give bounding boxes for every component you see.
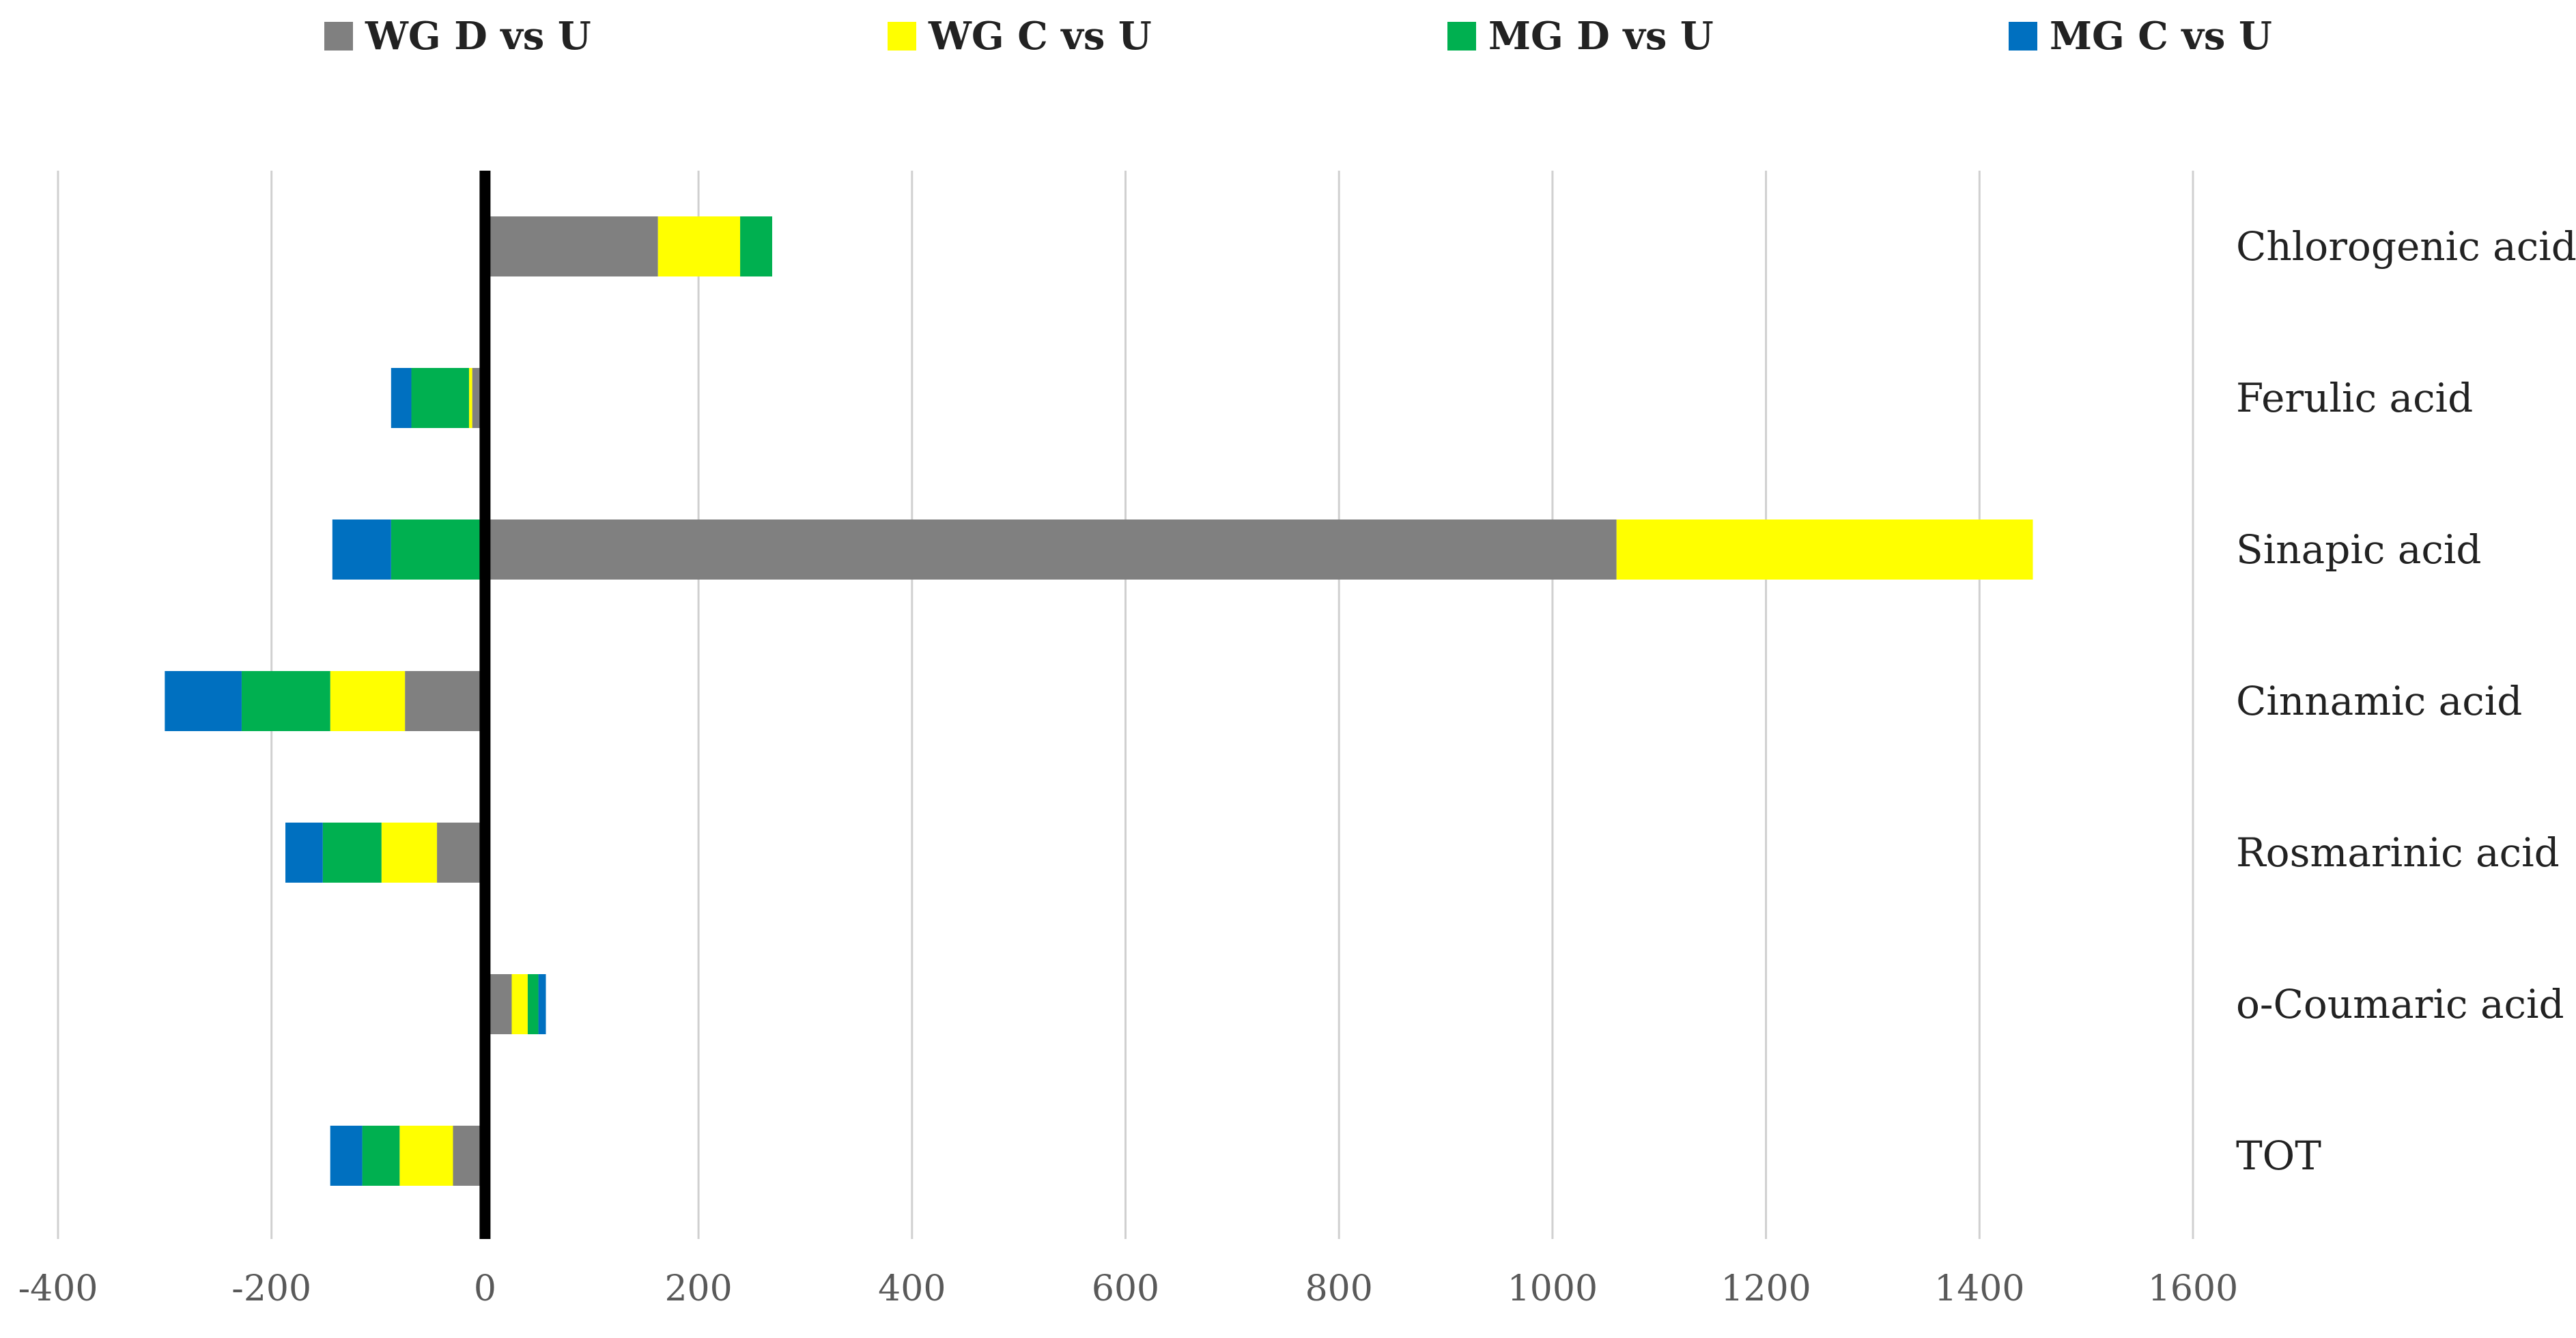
category-label-cinnamic-acid: Cinnamic acid (2236, 678, 2522, 724)
bar-sinapic-acid-mg-c-vs-u (332, 519, 391, 580)
bar-chlorogenic-acid-wg-c-vs-u (657, 216, 741, 276)
category-label-ferulic-acid: Ferulic acid (2236, 375, 2473, 421)
bar-cinnamic-acid-wg-d-vs-u (405, 671, 485, 731)
bar-sinapic-acid-wg-c-vs-u (1616, 519, 2033, 580)
bar-chlorogenic-acid-wg-d-vs-u (485, 216, 658, 276)
category-label-o-coumaric-acid: o-Coumaric acid (2236, 981, 2564, 1027)
bar-cinnamic-acid-wg-c-vs-u (330, 671, 406, 731)
bar-tot-mg-d-vs-u (362, 1126, 400, 1186)
bar-tot-wg-c-vs-u (399, 1126, 453, 1186)
x-tick-label-800: 800 (1305, 1268, 1373, 1309)
category-label-chlorogenic-acid: Chlorogenic acid (2236, 223, 2576, 270)
x-tick-label-200: 200 (664, 1268, 732, 1309)
legend-label-mg-c-vs-u: MG C vs U (2050, 14, 2272, 59)
legend-label-mg-d-vs-u: MG D vs U (1488, 14, 1714, 59)
x-tick-label-1400: 1400 (1934, 1268, 2024, 1309)
x-tick-label-600: 600 (1092, 1268, 1159, 1309)
x-tick-label-1200: 1200 (1721, 1268, 1811, 1309)
bar-sinapic-acid-mg-d-vs-u (391, 519, 485, 580)
bar-o-coumaric-acid-wg-c-vs-u (511, 974, 528, 1034)
legend-label-wg-c-vs-u: WG C vs U (928, 14, 1152, 59)
bar-rosmarinic-acid-wg-c-vs-u (381, 823, 438, 883)
legend: WG D vs U WG C vs U MG D vs U MG C vs U (324, 14, 2272, 59)
bar-cinnamic-acid-mg-d-vs-u (241, 671, 330, 731)
bar-rosmarinic-acid-wg-d-vs-u (437, 823, 485, 883)
bar-ferulic-acid-wg-c-vs-u (468, 368, 472, 428)
x-tick-label-1000: 1000 (1508, 1268, 1598, 1309)
bar-cinnamic-acid-mg-c-vs-u (165, 671, 242, 731)
legend-swatch-mg-c-vs-u (2009, 22, 2037, 51)
bars (165, 216, 2033, 1186)
x-tick-label-200: -200 (231, 1268, 311, 1309)
legend-swatch-mg-d-vs-u (1447, 22, 1476, 51)
bar-ferulic-acid-mg-c-vs-u (391, 368, 412, 428)
bar-sinapic-acid-wg-d-vs-u (485, 519, 1617, 580)
x-tick-label-400: -400 (18, 1268, 98, 1309)
x-tick-label-1600: 1600 (2148, 1268, 2238, 1309)
category-label-tot: TOT (2236, 1133, 2321, 1179)
legend-swatch-wg-d-vs-u (324, 22, 353, 51)
bar-rosmarinic-acid-mg-d-vs-u (322, 823, 382, 883)
legend-swatch-wg-c-vs-u (888, 22, 916, 51)
bar-o-coumaric-acid-mg-c-vs-u (538, 974, 546, 1034)
bar-o-coumaric-acid-mg-d-vs-u (527, 974, 539, 1034)
bar-ferulic-acid-mg-d-vs-u (411, 368, 469, 428)
x-tick-labels: -400 -200 0 200 400 600 800 1000 1200 1400 1600 (18, 1268, 2239, 1309)
category-labels: Chlorogenic acid Ferulic acid Sinapic acid… (2236, 223, 2576, 1179)
category-label-rosmarinic-acid: Rosmarinic acid (2236, 829, 2560, 876)
legend-label-wg-d-vs-u: WG D vs U (365, 14, 591, 59)
bar-chlorogenic-acid-mg-d-vs-u (740, 216, 772, 276)
category-label-sinapic-acid: Sinapic acid (2236, 526, 2482, 573)
bar-rosmarinic-acid-mg-c-vs-u (285, 823, 323, 883)
bar-tot-mg-c-vs-u (330, 1126, 363, 1186)
x-tick-label-400: 400 (878, 1268, 946, 1309)
x-tick-label-0: 0 (474, 1268, 496, 1309)
